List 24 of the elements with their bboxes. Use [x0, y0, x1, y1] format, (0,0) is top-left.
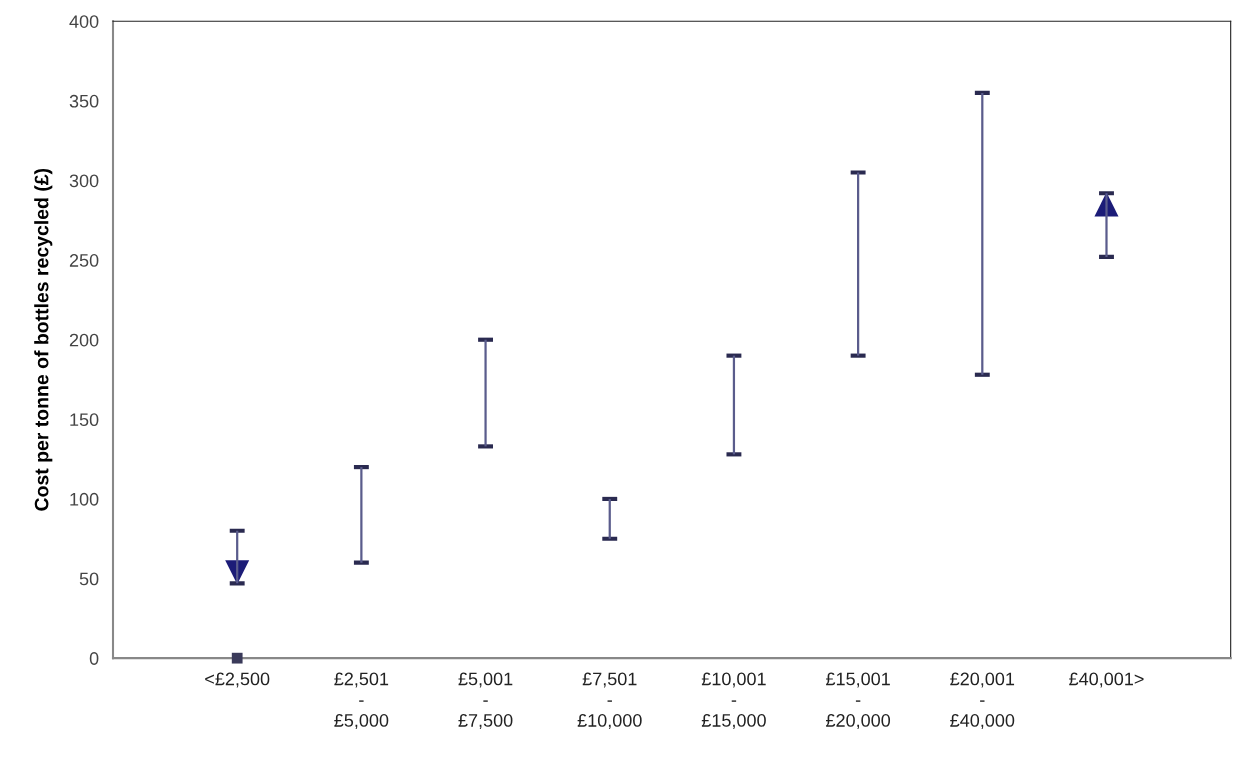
x-tick-label: £40,001>: [1069, 672, 1144, 688]
y-tick-label: 0: [89, 652, 99, 665]
y-tick-label: 250: [69, 254, 99, 267]
point: [231, 652, 243, 664]
bar: [1105, 193, 1108, 257]
y-axis-title: Cost per tonne of bottles recycled (£): [34, 168, 53, 511]
bar: [608, 498, 611, 539]
x-tick-label: £2,501 - £5,000: [334, 672, 389, 729]
x-tick-label: £5,001 - £7,500: [458, 672, 513, 729]
x-tick-label: <£2,500: [205, 672, 270, 688]
y-tick-label: 100: [70, 492, 99, 506]
y-tick-label: 150: [70, 413, 99, 427]
x-tick-label: £20,001 - £40,000: [950, 672, 1015, 729]
y-tick-label: 300: [69, 174, 99, 188]
bar: [360, 467, 363, 563]
x-tick-label: £7,501 - £10,000: [577, 672, 642, 729]
y-tick-label: 200: [69, 333, 99, 347]
bar: [484, 339, 487, 447]
y-tick-label: 50: [79, 572, 99, 586]
y-tick-label: 400: [69, 15, 99, 28]
x-tick-label: £10,001 - £15,000: [701, 672, 766, 729]
bar: [981, 92, 984, 375]
x-tick-label: £15,001 - £20,000: [826, 672, 891, 729]
y-tick-label: 350: [69, 94, 99, 108]
